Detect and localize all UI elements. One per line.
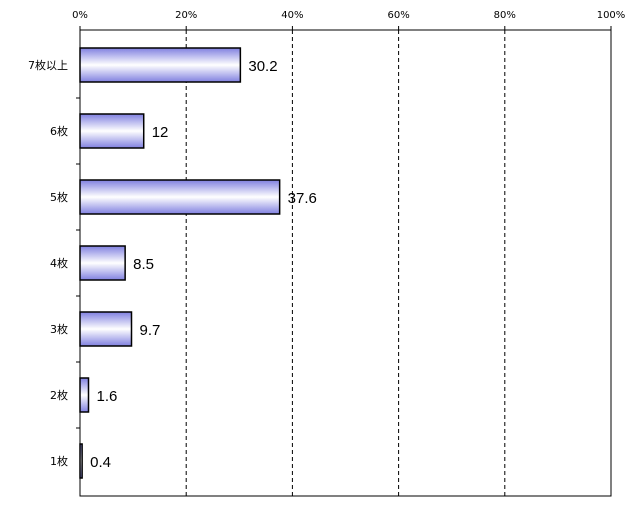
category-label: 2枚	[50, 388, 68, 402]
x-tick-label: 0%	[72, 10, 88, 21]
bar	[79, 113, 145, 149]
data-label: 1.6	[96, 388, 117, 405]
data-label: 8.5	[133, 256, 154, 273]
x-tick-label: 20%	[175, 10, 197, 21]
data-label: 12	[152, 124, 169, 141]
bar	[79, 245, 126, 281]
data-label: 9.7	[140, 322, 161, 339]
bar	[79, 311, 133, 347]
data-labels: 30.2 12 37.6 8.5 9.7 1.6 0.4	[90, 58, 317, 471]
gridlines	[185, 30, 506, 496]
x-axis-ticks: 0% 20% 40% 60% 80% 100%	[72, 10, 625, 30]
x-tick-label: 100%	[597, 10, 626, 21]
x-tick-label: 80%	[494, 10, 516, 21]
bar	[79, 377, 90, 413]
category-label: 5枚	[50, 190, 68, 204]
x-tick-label: 60%	[387, 10, 409, 21]
data-label: 37.6	[288, 190, 317, 207]
plot-area	[79, 29, 612, 497]
bars	[79, 47, 281, 479]
category-label: 6枚	[50, 124, 68, 138]
data-label: 30.2	[248, 58, 277, 75]
category-label: 4枚	[50, 256, 68, 270]
bar	[79, 443, 83, 479]
x-tick-label: 40%	[281, 10, 303, 21]
category-axis: 7枚以上 6枚 5枚 4枚 3枚 2枚 1枚	[28, 58, 80, 468]
bar	[79, 179, 281, 215]
category-label: 3枚	[50, 322, 68, 336]
data-label: 0.4	[90, 454, 111, 471]
category-label: 7枚以上	[28, 58, 68, 72]
category-label: 1枚	[50, 454, 68, 468]
bar	[79, 47, 242, 83]
